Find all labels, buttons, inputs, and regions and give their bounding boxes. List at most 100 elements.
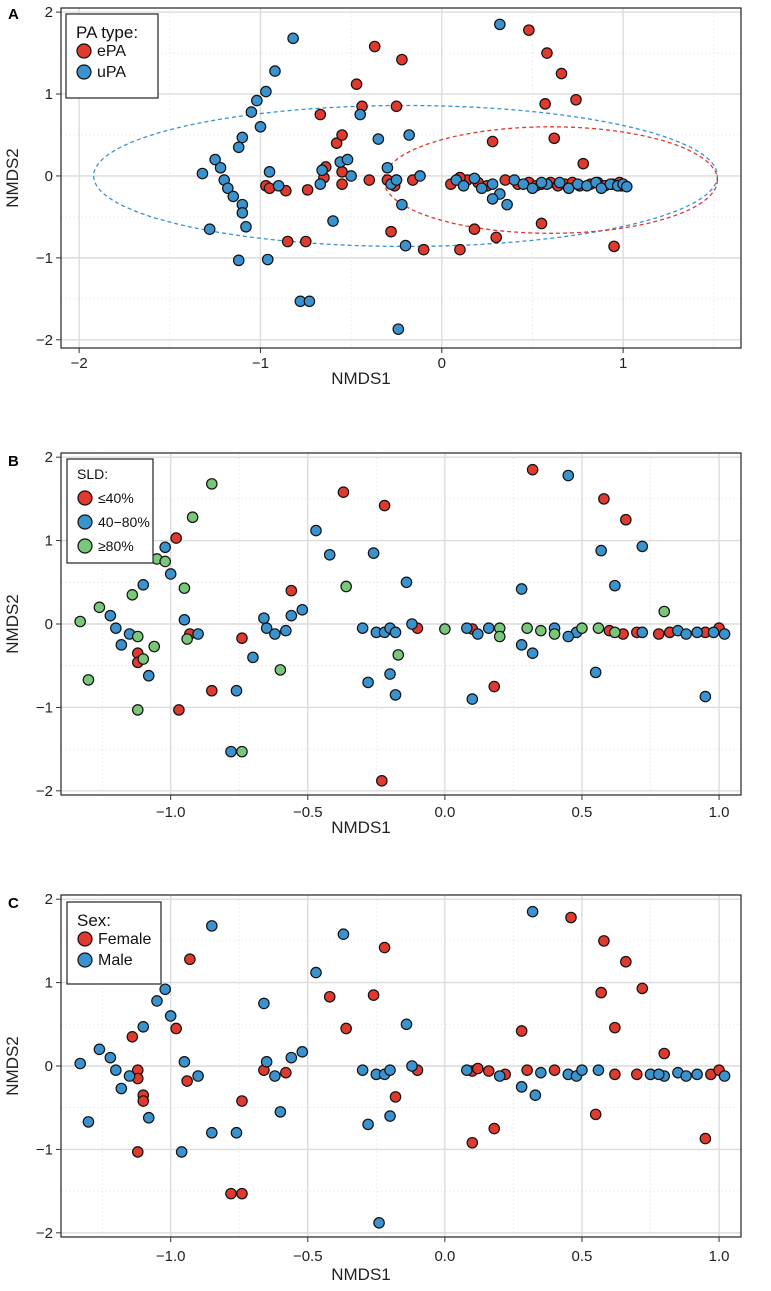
ellipse-epa <box>383 126 719 234</box>
point-blue <box>535 176 548 189</box>
point-blue <box>403 129 415 141</box>
panel-b: −1.0 −0.5 0.0 0.5 1.0 −2 −1 0 1 2 NMDS1 NMDS2 B SLD: ≤… <box>3 449 742 837</box>
x-axis-title: NMDS1 <box>331 369 391 388</box>
point-green <box>126 589 139 601</box>
point-blue <box>399 239 412 252</box>
point-blue <box>274 1106 287 1118</box>
point-blue <box>356 1064 369 1076</box>
point-blue <box>609 579 621 592</box>
point-red <box>225 1187 237 1200</box>
point-red <box>631 1068 643 1081</box>
point-red <box>367 989 380 1001</box>
points <box>74 905 731 1229</box>
point-blue <box>236 207 249 219</box>
point-green <box>159 555 171 568</box>
point-green <box>609 626 621 639</box>
point-blue <box>269 1070 281 1082</box>
point-red <box>170 532 182 544</box>
point-blue <box>392 323 405 335</box>
point-red <box>280 1066 292 1079</box>
point-blue <box>230 684 243 697</box>
point-blue <box>287 32 299 45</box>
point-red <box>323 990 336 1003</box>
x-tick-label: −2 <box>71 355 88 372</box>
point-blue <box>466 693 479 705</box>
point-blue <box>93 1043 106 1056</box>
x-tick-label: 1.0 <box>709 1248 730 1265</box>
point-red <box>652 628 665 640</box>
y-tick-label: −1 <box>36 1141 53 1158</box>
point-blue <box>142 1111 155 1124</box>
point-red <box>620 955 632 968</box>
point-blue <box>272 179 285 192</box>
point-red <box>488 680 501 693</box>
point-blue <box>327 215 339 227</box>
y-tick-label: −1 <box>36 699 53 716</box>
point-blue <box>367 547 380 559</box>
point-blue <box>592 1064 605 1076</box>
x-tick-label: 1 <box>619 355 627 372</box>
point-red <box>236 1187 248 1200</box>
point-blue <box>142 669 155 682</box>
x-tick-label: −1.0 <box>156 1248 186 1265</box>
point-red <box>609 1021 621 1034</box>
point-blue <box>494 18 506 31</box>
point-red <box>490 231 502 244</box>
x-axis-title: NMDS1 <box>331 818 391 837</box>
legend-label: ≥80% <box>98 538 134 554</box>
point-blue <box>461 1064 473 1076</box>
point-blue <box>151 995 163 1007</box>
point-blue <box>260 85 272 98</box>
point-red <box>236 632 248 644</box>
point-red <box>340 1022 352 1035</box>
point-blue <box>232 141 245 154</box>
point-blue <box>203 223 216 236</box>
point-blue <box>652 1068 665 1081</box>
x-tick-label: −1 <box>252 355 269 372</box>
point-blue <box>718 628 731 640</box>
point-red <box>609 1068 621 1081</box>
point-blue <box>414 170 426 182</box>
point-red <box>389 1091 402 1103</box>
point-blue <box>468 172 481 185</box>
panel-letter: B <box>8 453 19 470</box>
point-blue <box>341 153 354 166</box>
point-blue <box>159 541 171 554</box>
point-red <box>636 982 649 995</box>
point-red <box>336 178 348 190</box>
point-blue <box>178 614 191 626</box>
point-blue <box>400 1018 413 1031</box>
point-blue <box>236 131 249 144</box>
legend-key-red <box>77 490 93 506</box>
point-red <box>376 775 388 787</box>
point-blue <box>164 568 177 580</box>
point-red <box>486 135 499 148</box>
panel-letter: C <box>8 895 19 912</box>
point-blue <box>263 166 276 178</box>
point-blue <box>526 905 539 918</box>
point-blue <box>225 745 237 758</box>
point-blue <box>175 1146 188 1158</box>
point-green <box>340 580 352 593</box>
point-blue <box>280 624 292 637</box>
point-red <box>301 184 314 196</box>
point-blue <box>285 1051 298 1064</box>
point-blue <box>222 182 234 195</box>
point-red <box>337 486 350 499</box>
legend-title: Sex: <box>77 911 111 930</box>
point-blue <box>260 1056 273 1068</box>
point-blue <box>258 612 270 624</box>
legend-label: uPA <box>97 64 126 81</box>
point-blue <box>461 622 473 634</box>
point-green <box>392 649 405 661</box>
point-blue <box>230 1126 243 1139</box>
point-blue <box>209 153 221 166</box>
point-green <box>206 478 218 490</box>
point-red <box>390 100 403 113</box>
point-red <box>565 911 577 924</box>
points <box>196 18 633 335</box>
point-blue <box>206 1126 218 1139</box>
point-red <box>131 1146 144 1158</box>
point-red <box>515 1025 528 1037</box>
point-red <box>350 78 363 90</box>
